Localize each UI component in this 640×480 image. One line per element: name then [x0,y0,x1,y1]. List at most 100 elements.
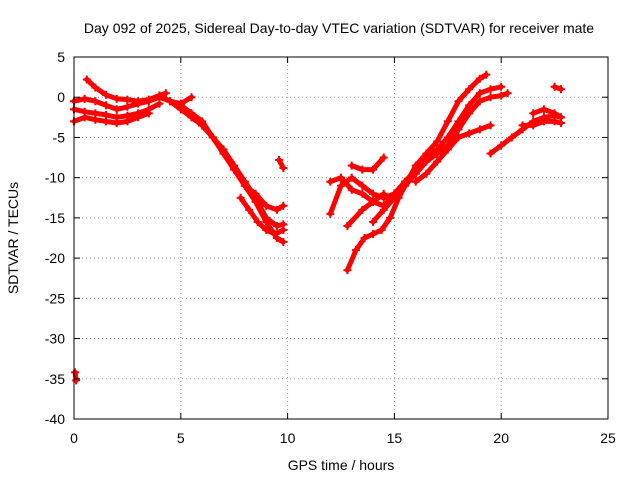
series-track-15 [349,155,387,173]
data-point [91,115,100,124]
x-tick-label: 10 [280,430,296,446]
data-point [390,193,399,202]
data-point [507,133,516,142]
data-point [112,94,121,103]
y-tick-label: -40 [45,411,65,427]
data-point [486,121,495,130]
data-point [71,368,80,377]
data-point [411,169,420,178]
data-point [347,161,356,170]
data-point [475,74,484,83]
data-point [102,117,111,126]
data-point [187,93,196,102]
data-point [443,145,452,154]
data-point [433,157,442,166]
data-point [343,221,352,230]
data-point [518,121,527,130]
data-point [155,91,164,100]
data-point [360,234,369,242]
data-point [497,82,506,91]
data-point [102,101,111,110]
data-point [134,113,143,122]
data-point [369,165,378,174]
data-series-layer [70,70,566,385]
x-tick-label: 15 [387,430,403,446]
data-point [326,177,335,186]
data-point [379,205,388,214]
data-point [475,97,484,106]
data-point [253,217,262,226]
data-point [262,217,271,226]
data-point [219,149,228,158]
data-point [377,225,386,234]
data-point [347,185,356,194]
data-point [465,129,474,138]
data-point [379,189,388,198]
data-point [443,117,452,126]
data-point [236,193,245,202]
data-point [486,149,495,158]
data-point [123,102,132,111]
data-point [166,97,175,106]
data-point [422,157,431,166]
data-point [262,225,271,234]
data-point [550,82,559,91]
data-point [358,205,367,214]
data-point [144,97,153,106]
data-point [123,95,132,104]
data-point [80,94,89,103]
data-point [358,181,367,190]
x-tick-label: 0 [70,430,78,446]
data-point [198,121,207,130]
data-point [337,173,345,182]
data-point [326,209,335,218]
data-point [503,89,512,98]
data-point [91,83,100,92]
data-point [155,99,164,108]
data-point [230,165,239,174]
y-tick-label: -20 [45,250,65,266]
data-point [369,197,378,206]
data-point [358,189,367,198]
data-point [369,217,378,226]
data-point [176,105,185,114]
plot-frame [73,56,609,420]
data-point [351,246,360,255]
y-tick-label: -25 [45,290,65,306]
data-point [161,89,170,98]
data-point [550,117,559,126]
chart-title: Day 092 of 2025, Sidereal Day-to-day VTE… [84,20,594,36]
data-point [529,109,538,118]
data-point [539,105,548,114]
data-point [343,266,352,275]
data-point [112,118,121,127]
data-point [72,376,81,385]
data-point [251,197,260,206]
data-point [347,173,356,182]
data-point [433,149,442,158]
data-point [279,225,288,234]
data-point [245,205,254,214]
data-point [465,85,474,94]
data-point [497,141,506,150]
data-point [279,164,288,173]
data-point [497,91,506,100]
data-point [144,109,153,118]
data-point [91,97,100,106]
x-tick-label: 5 [177,430,185,446]
y-tick-label: -10 [45,170,65,186]
series-track-19 [530,106,564,120]
tick-layer: 0 5 10 15 20 25 5 0 -5 -10 -15 -20 -25 -30 -35 -40 [45,49,616,446]
data-point [275,155,284,164]
data-point [539,117,548,126]
data-point [454,133,463,142]
data-point [123,117,132,126]
data-point [411,177,420,186]
data-point [465,109,474,118]
data-point [240,181,249,190]
y-tick-label: -30 [45,331,65,347]
data-point [112,105,121,114]
data-point [272,221,281,230]
